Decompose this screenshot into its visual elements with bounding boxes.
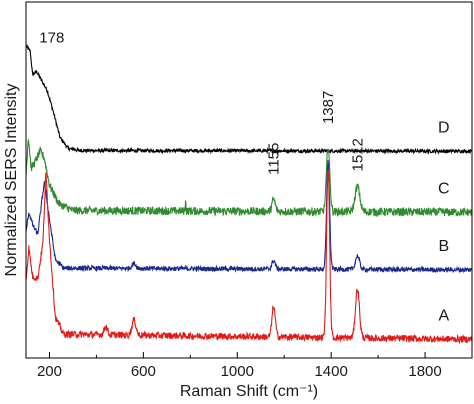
series-label-a: A bbox=[438, 308, 449, 325]
series-line-b bbox=[25, 160, 473, 274]
x-tick-label: 1400 bbox=[314, 363, 347, 380]
x-tick-label: 600 bbox=[131, 363, 156, 380]
y-axis-title: Normalized SERS Intensity bbox=[3, 84, 20, 277]
x-axis-title: Raman Shift (cm⁻¹) bbox=[180, 383, 318, 400]
peak-label-1512: 1512 bbox=[349, 138, 366, 171]
x-tick-label: 200 bbox=[37, 363, 62, 380]
peak-annotations: 178 1155 1387 1512 bbox=[39, 30, 366, 175]
x-tick-label: 1000 bbox=[221, 363, 254, 380]
x-axis-ticks: 200 600 1000 1400 1800 bbox=[37, 352, 442, 380]
peak-label-1155: 1155 bbox=[266, 143, 283, 175]
series-label-b: B bbox=[438, 238, 449, 255]
series-label-c: C bbox=[438, 181, 450, 198]
x-tick-label: 1800 bbox=[408, 363, 441, 380]
series-label-d: D bbox=[438, 120, 450, 137]
peak-label-178: 178 bbox=[39, 30, 64, 47]
plot-frame bbox=[25, 1, 473, 359]
series-labels: D C B A bbox=[438, 120, 450, 325]
peak-label-1387: 1387 bbox=[320, 91, 337, 124]
series-line-a bbox=[25, 169, 473, 345]
series-layer bbox=[25, 43, 473, 345]
series-line-d bbox=[25, 43, 473, 155]
series-line-c bbox=[25, 138, 473, 218]
